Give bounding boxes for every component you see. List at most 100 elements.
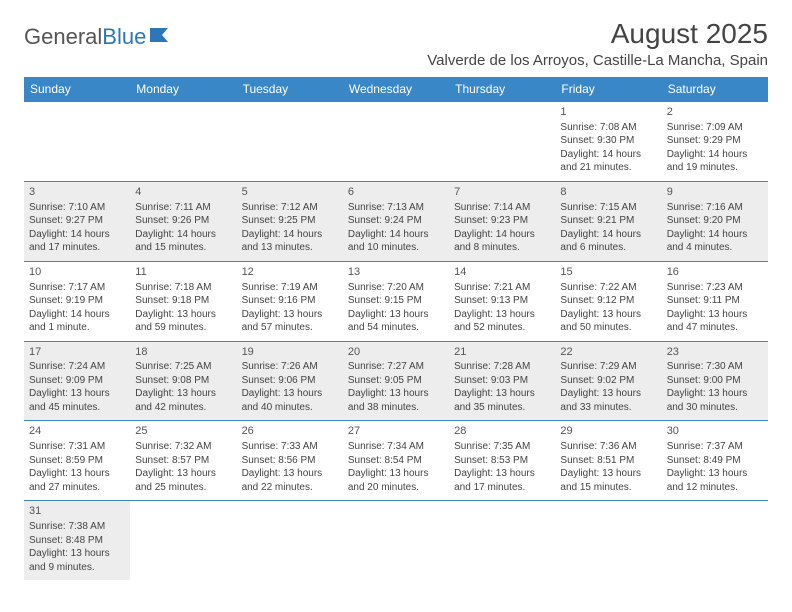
day-detail-line: Sunrise: 7:36 AM — [560, 440, 656, 454]
day-detail-line: Daylight: 14 hours — [454, 228, 550, 242]
day-number: 4 — [135, 185, 231, 200]
day-number: 11 — [135, 265, 231, 280]
day-detail-line: Daylight: 13 hours — [454, 308, 550, 322]
calendar-day: 11Sunrise: 7:18 AMSunset: 9:18 PMDayligh… — [130, 261, 236, 341]
calendar-table: Sunday Monday Tuesday Wednesday Thursday… — [24, 77, 768, 580]
day-detail-line: Daylight: 13 hours — [560, 467, 656, 481]
calendar-day: 26Sunrise: 7:33 AMSunset: 8:56 PMDayligh… — [237, 421, 343, 501]
day-detail-line: Daylight: 13 hours — [242, 467, 338, 481]
day-detail-line: and 47 minutes. — [667, 321, 763, 335]
title-block: August 2025 Valverde de los Arroyos, Cas… — [427, 18, 768, 69]
day-detail-line: Daylight: 13 hours — [667, 387, 763, 401]
day-detail-line: and 40 minutes. — [242, 401, 338, 415]
day-detail-line: Sunrise: 7:19 AM — [242, 281, 338, 295]
day-detail-line: Sunset: 9:18 PM — [135, 294, 231, 308]
day-detail-line: Sunset: 8:57 PM — [135, 454, 231, 468]
day-detail-line: Sunrise: 7:09 AM — [667, 121, 763, 135]
day-header: Saturday — [662, 77, 768, 102]
day-header: Friday — [555, 77, 661, 102]
day-detail-line: Daylight: 14 hours — [667, 228, 763, 242]
day-detail-line: Daylight: 13 hours — [242, 387, 338, 401]
day-header: Wednesday — [343, 77, 449, 102]
day-detail-line: Daylight: 13 hours — [242, 308, 338, 322]
day-detail-line: and 17 minutes. — [29, 241, 125, 255]
day-detail-line: Sunset: 9:16 PM — [242, 294, 338, 308]
calendar-day: 18Sunrise: 7:25 AMSunset: 9:08 PMDayligh… — [130, 341, 236, 421]
day-detail-line: and 19 minutes. — [667, 161, 763, 175]
day-number: 21 — [454, 345, 550, 360]
day-detail-line: Daylight: 13 hours — [348, 387, 444, 401]
day-detail-line: Daylight: 14 hours — [29, 308, 125, 322]
day-detail-line: Daylight: 14 hours — [242, 228, 338, 242]
day-number: 6 — [348, 185, 444, 200]
day-header: Monday — [130, 77, 236, 102]
day-detail-line: Sunset: 8:51 PM — [560, 454, 656, 468]
calendar-day: 3Sunrise: 7:10 AMSunset: 9:27 PMDaylight… — [24, 181, 130, 261]
day-detail-line: Daylight: 13 hours — [135, 467, 231, 481]
day-detail-line: Sunrise: 7:24 AM — [29, 360, 125, 374]
day-detail-line: and 21 minutes. — [560, 161, 656, 175]
day-detail-line: Sunrise: 7:28 AM — [454, 360, 550, 374]
day-detail-line: Sunrise: 7:16 AM — [667, 201, 763, 215]
day-detail-line: Sunrise: 7:10 AM — [29, 201, 125, 215]
day-number: 3 — [29, 185, 125, 200]
day-detail-line: Sunrise: 7:15 AM — [560, 201, 656, 215]
day-detail-line: Sunset: 9:13 PM — [454, 294, 550, 308]
calendar-day: 13Sunrise: 7:20 AMSunset: 9:15 PMDayligh… — [343, 261, 449, 341]
day-detail-line: and 35 minutes. — [454, 401, 550, 415]
day-detail-line: Sunrise: 7:22 AM — [560, 281, 656, 295]
calendar-week: 10Sunrise: 7:17 AMSunset: 9:19 PMDayligh… — [24, 261, 768, 341]
day-detail-line: Sunrise: 7:32 AM — [135, 440, 231, 454]
day-detail-line: Sunset: 9:23 PM — [454, 214, 550, 228]
day-number: 18 — [135, 345, 231, 360]
day-detail-line: Sunset: 8:53 PM — [454, 454, 550, 468]
day-detail-line: Sunset: 9:26 PM — [135, 214, 231, 228]
calendar-day — [24, 102, 130, 182]
calendar-day: 23Sunrise: 7:30 AMSunset: 9:00 PMDayligh… — [662, 341, 768, 421]
calendar-day: 27Sunrise: 7:34 AMSunset: 8:54 PMDayligh… — [343, 421, 449, 501]
day-detail-line: Daylight: 13 hours — [29, 387, 125, 401]
day-detail-line: Daylight: 14 hours — [560, 228, 656, 242]
location-subtitle: Valverde de los Arroyos, Castille-La Man… — [427, 52, 768, 69]
day-detail-line: Sunset: 9:15 PM — [348, 294, 444, 308]
day-detail-line: Daylight: 13 hours — [348, 308, 444, 322]
calendar-day: 22Sunrise: 7:29 AMSunset: 9:02 PMDayligh… — [555, 341, 661, 421]
calendar-day — [449, 102, 555, 182]
day-detail-line: Sunset: 9:02 PM — [560, 374, 656, 388]
calendar-day: 16Sunrise: 7:23 AMSunset: 9:11 PMDayligh… — [662, 261, 768, 341]
calendar-day: 24Sunrise: 7:31 AMSunset: 8:59 PMDayligh… — [24, 421, 130, 501]
calendar-day: 31Sunrise: 7:38 AMSunset: 8:48 PMDayligh… — [24, 501, 130, 580]
calendar-week: 3Sunrise: 7:10 AMSunset: 9:27 PMDaylight… — [24, 181, 768, 261]
calendar-day: 21Sunrise: 7:28 AMSunset: 9:03 PMDayligh… — [449, 341, 555, 421]
calendar-day: 8Sunrise: 7:15 AMSunset: 9:21 PMDaylight… — [555, 181, 661, 261]
calendar-day: 20Sunrise: 7:27 AMSunset: 9:05 PMDayligh… — [343, 341, 449, 421]
day-detail-line: and 27 minutes. — [29, 481, 125, 495]
day-number: 30 — [667, 424, 763, 439]
day-number: 27 — [348, 424, 444, 439]
day-detail-line: Daylight: 14 hours — [348, 228, 444, 242]
day-number: 19 — [242, 345, 338, 360]
day-detail-line: Sunset: 8:49 PM — [667, 454, 763, 468]
day-detail-line: Sunrise: 7:11 AM — [135, 201, 231, 215]
day-number: 7 — [454, 185, 550, 200]
day-detail-line: and 30 minutes. — [667, 401, 763, 415]
page-title: August 2025 — [427, 18, 768, 50]
day-detail-line: Sunset: 9:24 PM — [348, 214, 444, 228]
day-detail-line: Daylight: 14 hours — [135, 228, 231, 242]
day-detail-line: Sunset: 9:11 PM — [667, 294, 763, 308]
day-detail-line: Sunrise: 7:14 AM — [454, 201, 550, 215]
day-detail-line: Sunset: 9:00 PM — [667, 374, 763, 388]
day-detail-line: Sunrise: 7:30 AM — [667, 360, 763, 374]
day-detail-line: Daylight: 13 hours — [29, 547, 125, 561]
day-header-row: Sunday Monday Tuesday Wednesday Thursday… — [24, 77, 768, 102]
day-detail-line: Daylight: 13 hours — [135, 308, 231, 322]
day-detail-line: Sunset: 9:06 PM — [242, 374, 338, 388]
day-number: 31 — [29, 504, 125, 519]
day-detail-line: Sunset: 9:29 PM — [667, 134, 763, 148]
day-detail-line: Daylight: 14 hours — [560, 148, 656, 162]
calendar-day: 29Sunrise: 7:36 AMSunset: 8:51 PMDayligh… — [555, 421, 661, 501]
calendar-day: 12Sunrise: 7:19 AMSunset: 9:16 PMDayligh… — [237, 261, 343, 341]
calendar-day: 7Sunrise: 7:14 AMSunset: 9:23 PMDaylight… — [449, 181, 555, 261]
calendar-day: 25Sunrise: 7:32 AMSunset: 8:57 PMDayligh… — [130, 421, 236, 501]
calendar-day — [343, 102, 449, 182]
